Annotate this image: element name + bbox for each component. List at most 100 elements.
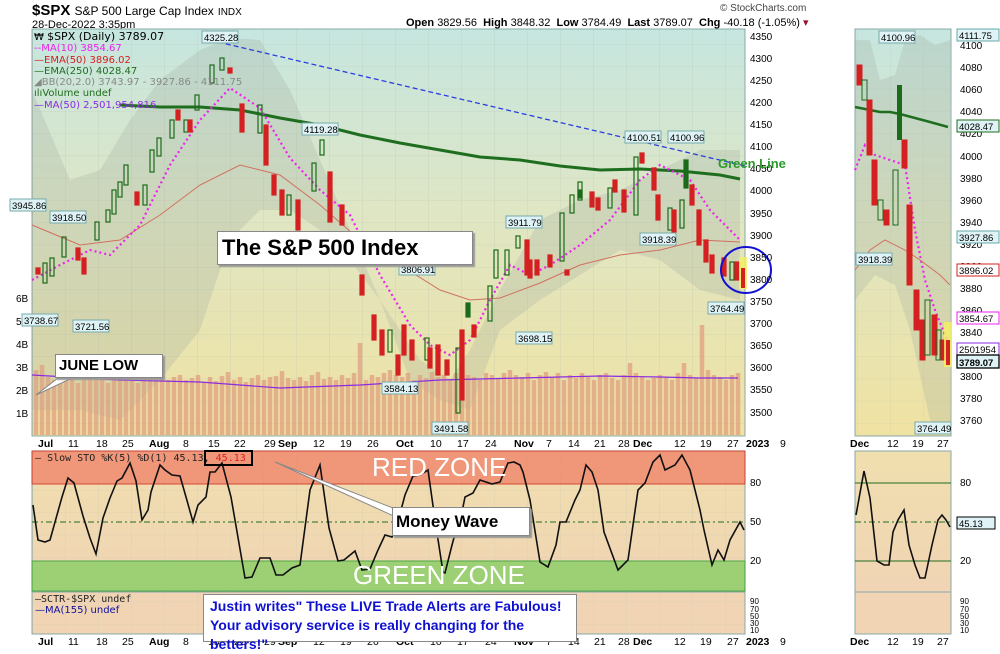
svg-text:3918.39: 3918.39: [858, 255, 892, 266]
svg-text:3584.13: 3584.13: [384, 384, 418, 395]
legend-volume: ılıVolume undef: [34, 88, 112, 100]
svg-text:4250: 4250: [750, 76, 773, 87]
svg-text:4100: 4100: [960, 41, 983, 52]
june-low-pointer: [35, 377, 73, 396]
svg-text:26: 26: [367, 636, 379, 648]
svg-text:4028.47: 4028.47: [959, 122, 993, 133]
svg-text:3850: 3850: [750, 253, 773, 264]
svg-text:3896.02: 3896.02: [959, 266, 993, 277]
svg-text:15: 15: [208, 636, 220, 648]
svg-text:12: 12: [674, 636, 686, 648]
green-zone-band: [31, 560, 746, 592]
line-icon: —: [35, 453, 42, 464]
volume-ma-line: [31, 374, 738, 389]
sctr-legend: —SCTR-$SPX undef —MA(155) undef: [35, 594, 132, 616]
svg-text:24: 24: [485, 438, 497, 450]
svg-text:22: 22: [234, 636, 246, 648]
volume-bars: [33, 325, 741, 435]
high-value: 3848.32: [510, 17, 551, 29]
svg-text:12: 12: [674, 438, 686, 450]
svg-text:14: 14: [568, 636, 580, 648]
svg-text:Dec: Dec: [850, 438, 869, 450]
red-zone-band: [31, 450, 746, 485]
svg-text:9: 9: [780, 438, 786, 450]
high-label: High: [483, 17, 508, 29]
svg-text:Aug: Aug: [149, 636, 169, 648]
highlight-circle: [720, 246, 772, 294]
svg-text:15: 15: [208, 438, 220, 450]
price-axis: 4350 4300 4250 4200 4150 4100 4050 4000 3950 3…: [750, 32, 773, 419]
svg-text:Nov: Nov: [514, 438, 534, 450]
svg-text:26: 26: [367, 438, 379, 450]
svg-text:10: 10: [960, 626, 969, 635]
line-icon: —: [35, 605, 45, 616]
svg-text:Aug: Aug: [149, 438, 169, 450]
svg-text:19: 19: [912, 438, 924, 450]
candlesticks: [35, 57, 747, 414]
dash-icon: --: [34, 43, 42, 55]
stochastic-axis: 80 50 20: [750, 478, 762, 567]
svg-text:50: 50: [750, 517, 762, 528]
svg-text:4100.96: 4100.96: [881, 33, 915, 44]
green-line-label: Green Line: [718, 156, 786, 171]
svg-text:3764.49: 3764.49: [917, 424, 951, 435]
green-zone-label: GREEN ZONE: [353, 560, 525, 590]
svg-text:30: 30: [960, 619, 969, 628]
svg-text:4080: 4080: [960, 63, 983, 74]
svg-text:25: 25: [122, 636, 134, 648]
svg-text:17: 17: [457, 438, 469, 450]
svg-text:3950: 3950: [750, 209, 773, 220]
svg-text:6B: 6B: [16, 294, 29, 305]
svg-text:Oct: Oct: [396, 438, 414, 450]
chg-value: -40.18 (-1.05%): [723, 17, 800, 29]
money-wave-callout: Money Wave: [392, 507, 530, 536]
svg-text:21: 21: [594, 636, 606, 648]
svg-text:4111.75: 4111.75: [959, 31, 992, 42]
svg-text:3920: 3920: [960, 240, 983, 251]
svg-text:27: 27: [727, 636, 739, 648]
svg-text:4040: 4040: [960, 107, 983, 118]
svg-text:3940: 3940: [960, 218, 983, 229]
svg-text:10: 10: [430, 636, 442, 648]
band-icon: ◢: [34, 77, 42, 89]
green-line-trendline: [217, 41, 746, 167]
svg-text:3550: 3550: [750, 385, 773, 396]
svg-text:10: 10: [750, 626, 759, 635]
svg-text:11: 11: [68, 636, 79, 648]
svg-text:50: 50: [750, 612, 759, 621]
svg-text:3700: 3700: [750, 319, 773, 330]
svg-text:80: 80: [960, 478, 972, 489]
svg-text:18: 18: [96, 636, 108, 648]
svg-text:7: 7: [546, 636, 552, 648]
svg-text:3789.07: 3789.07: [959, 358, 993, 369]
svg-text:4020: 4020: [960, 129, 983, 140]
stoch-value-highlight: [204, 450, 253, 466]
line-icon: —: [34, 99, 44, 111]
svg-text:19: 19: [340, 636, 352, 648]
svg-text:3500: 3500: [750, 408, 773, 419]
svg-text:19: 19: [912, 636, 924, 648]
svg-text:3738.67: 3738.67: [24, 316, 58, 327]
open-label: Open: [406, 17, 435, 29]
svg-text:3927.86: 3927.86: [959, 233, 993, 244]
svg-text:4000: 4000: [960, 152, 983, 163]
line-icon: —: [35, 594, 42, 605]
last-value: 3789.07: [653, 17, 693, 29]
ohlc-summary: Open 3829.56 High 3848.32 Low 3784.49 La…: [406, 16, 809, 29]
brand-watermark: © StockCharts.com: [720, 3, 807, 14]
date-axis: Jul 11 18 25 Aug 8 15 22 29 Sep 12 19 26 Oct 10 17…: [38, 438, 786, 450]
chg-label: Chg: [699, 17, 721, 29]
stoch-value: 45.13: [215, 453, 246, 464]
svg-text:17: 17: [457, 636, 469, 648]
svg-text:3650: 3650: [750, 341, 773, 352]
legend-bb: ◢BB(20,2.0) 3743.97 - 3927.86 - 4111.75: [34, 77, 243, 89]
svg-text:24: 24: [485, 636, 497, 648]
svg-text:4200: 4200: [750, 98, 773, 109]
svg-text:3880: 3880: [960, 284, 983, 295]
june-low-callout: JUNE LOW: [55, 354, 163, 378]
svg-text:3780: 3780: [960, 394, 983, 405]
symbol-name: S&P 500 Large Cap Index: [74, 4, 214, 18]
svg-text:19: 19: [700, 438, 712, 450]
svg-text:8: 8: [183, 636, 189, 648]
